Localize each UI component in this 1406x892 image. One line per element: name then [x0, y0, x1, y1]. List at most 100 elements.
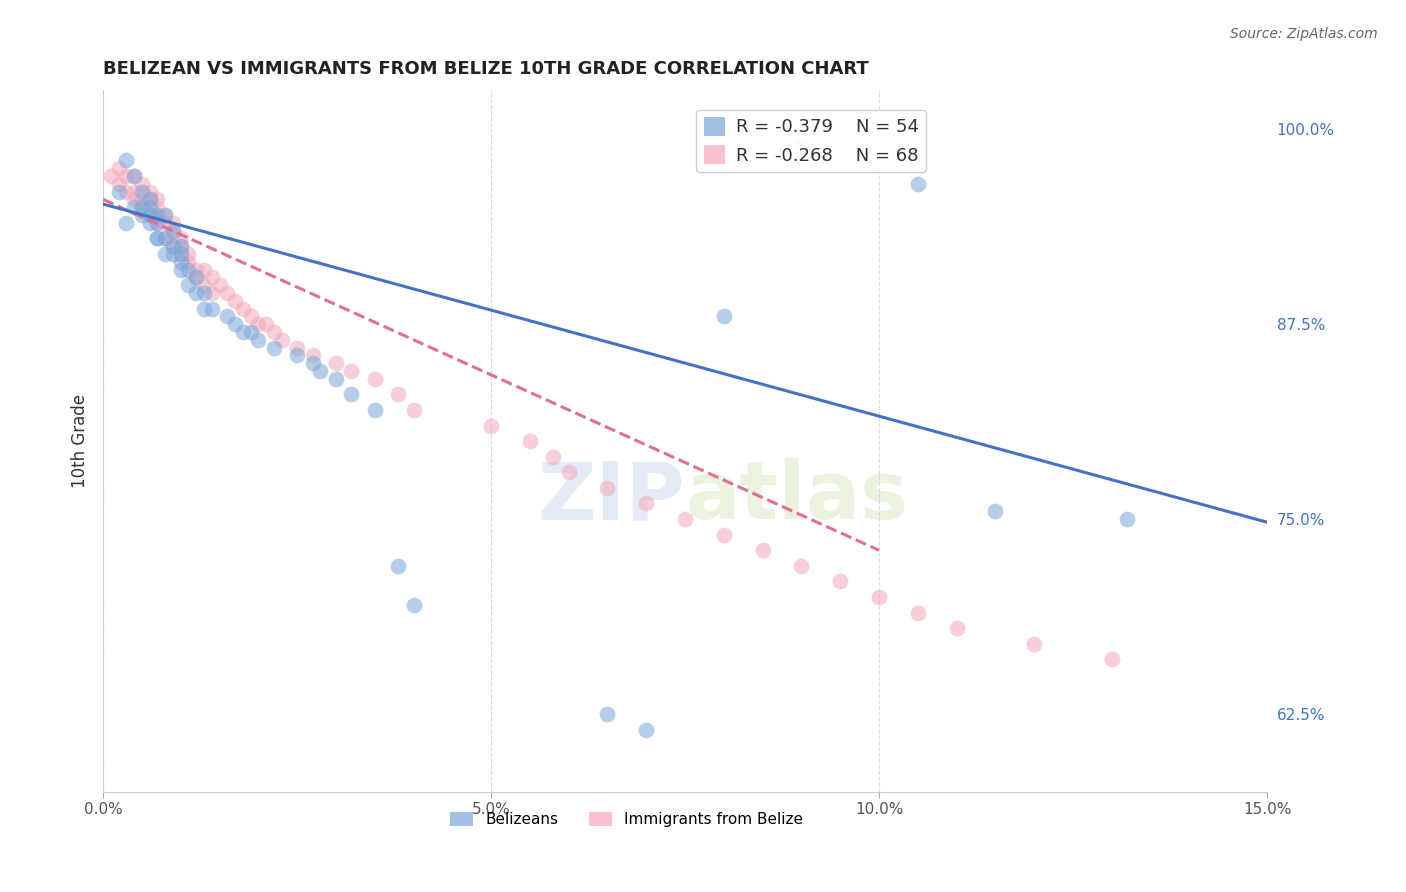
Point — [162, 224, 184, 238]
Point — [387, 387, 409, 401]
Point — [224, 293, 246, 308]
Point — [146, 216, 169, 230]
Point — [146, 208, 169, 222]
Point — [270, 333, 292, 347]
Point — [153, 247, 176, 261]
Point — [596, 481, 619, 495]
Point — [122, 193, 145, 207]
Point — [186, 270, 208, 285]
Point — [263, 341, 285, 355]
Point — [115, 169, 138, 183]
Point — [138, 185, 160, 199]
Point — [868, 590, 890, 604]
Text: Source: ZipAtlas.com: Source: ZipAtlas.com — [1230, 27, 1378, 41]
Y-axis label: 10th Grade: 10th Grade — [72, 394, 89, 488]
Point — [713, 310, 735, 324]
Point — [146, 231, 169, 245]
Point — [100, 169, 122, 183]
Legend: Belizeans, Immigrants from Belize: Belizeans, Immigrants from Belize — [444, 806, 810, 833]
Point — [713, 527, 735, 541]
Point — [263, 325, 285, 339]
Point — [122, 185, 145, 199]
Point — [193, 262, 215, 277]
Point — [247, 333, 270, 347]
Point — [402, 403, 425, 417]
Point — [138, 216, 160, 230]
Point — [239, 325, 262, 339]
Point — [636, 723, 658, 737]
Point — [364, 403, 387, 417]
Point — [138, 208, 160, 222]
Point — [201, 301, 224, 316]
Point — [232, 325, 254, 339]
Point — [557, 465, 579, 479]
Point — [1024, 637, 1046, 651]
Point — [325, 356, 347, 370]
Point — [177, 262, 200, 277]
Point — [945, 621, 967, 635]
Point — [107, 177, 129, 191]
Point — [519, 434, 541, 449]
Point — [107, 185, 129, 199]
Point — [301, 356, 323, 370]
Point — [673, 512, 696, 526]
Point — [232, 301, 254, 316]
Point — [907, 177, 929, 191]
Point — [309, 364, 332, 378]
Point — [162, 224, 184, 238]
Point — [340, 364, 363, 378]
Point — [790, 137, 813, 152]
Point — [201, 270, 224, 285]
Point — [153, 208, 176, 222]
Point — [208, 278, 231, 293]
Point — [131, 177, 153, 191]
Point — [162, 231, 184, 245]
Point — [217, 285, 239, 300]
Point — [186, 285, 208, 300]
Point — [301, 348, 323, 362]
Point — [224, 317, 246, 331]
Point — [138, 208, 160, 222]
Point — [596, 706, 619, 721]
Point — [162, 239, 184, 253]
Point — [115, 185, 138, 199]
Point — [177, 278, 200, 293]
Point — [131, 200, 153, 214]
Point — [325, 372, 347, 386]
Point — [122, 169, 145, 183]
Text: atlas: atlas — [685, 458, 908, 536]
Point — [131, 193, 153, 207]
Point — [285, 348, 308, 362]
Point — [153, 231, 176, 245]
Point — [153, 208, 176, 222]
Point — [146, 216, 169, 230]
Point — [790, 558, 813, 573]
Point — [138, 193, 160, 207]
Point — [751, 543, 773, 558]
Point — [107, 161, 129, 176]
Point — [153, 231, 176, 245]
Point — [146, 208, 169, 222]
Point — [340, 387, 363, 401]
Point — [146, 193, 169, 207]
Text: ZIP: ZIP — [538, 458, 685, 536]
Point — [247, 317, 270, 331]
Point — [239, 310, 262, 324]
Point — [162, 247, 184, 261]
Point — [170, 247, 193, 261]
Point — [193, 285, 215, 300]
Point — [177, 247, 200, 261]
Point — [541, 450, 564, 464]
Point — [146, 231, 169, 245]
Point — [122, 200, 145, 214]
Point — [254, 317, 277, 331]
Point — [170, 247, 193, 261]
Point — [170, 254, 193, 268]
Point — [170, 231, 193, 245]
Point — [122, 169, 145, 183]
Point — [193, 278, 215, 293]
Point — [1101, 652, 1123, 666]
Point — [115, 216, 138, 230]
Point — [186, 262, 208, 277]
Point — [162, 239, 184, 253]
